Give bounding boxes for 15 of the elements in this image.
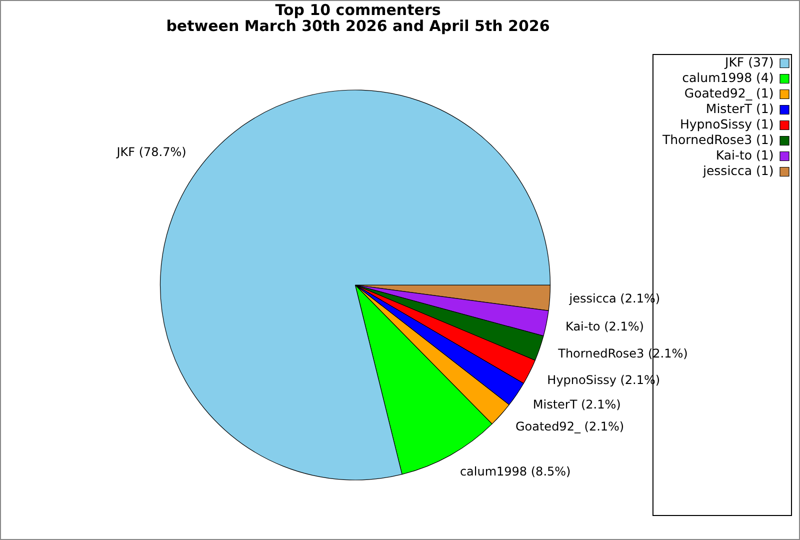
legend-label: calum1998 (4)	[682, 70, 774, 85]
data-label: calum1998 (8.5%)	[460, 464, 571, 478]
data-label: MisterT (2.1%)	[532, 397, 621, 412]
data-label: Goated92_ (2.1%)	[515, 420, 624, 434]
legend-label: jessicca (1)	[702, 163, 774, 178]
legend-label: HypnoSissy (1)	[680, 116, 774, 132]
legend-label: ThornedRose3 (1)	[661, 132, 774, 147]
legend-label: MisterT (1)	[706, 101, 774, 116]
chart-title: Top 10 commenters	[274, 1, 442, 19]
data-label: Kai-to (2.1%)	[566, 319, 644, 334]
chart-subtitle: between March 30th 2026 and April 5th 2026	[165, 17, 551, 35]
legend-label: Goated92_ (1)	[684, 86, 774, 100]
data-label: JKF (78.7%)	[116, 144, 186, 159]
legend-label: Kai-to (1)	[716, 148, 774, 162]
legend-label: JKF (37)	[724, 54, 774, 70]
